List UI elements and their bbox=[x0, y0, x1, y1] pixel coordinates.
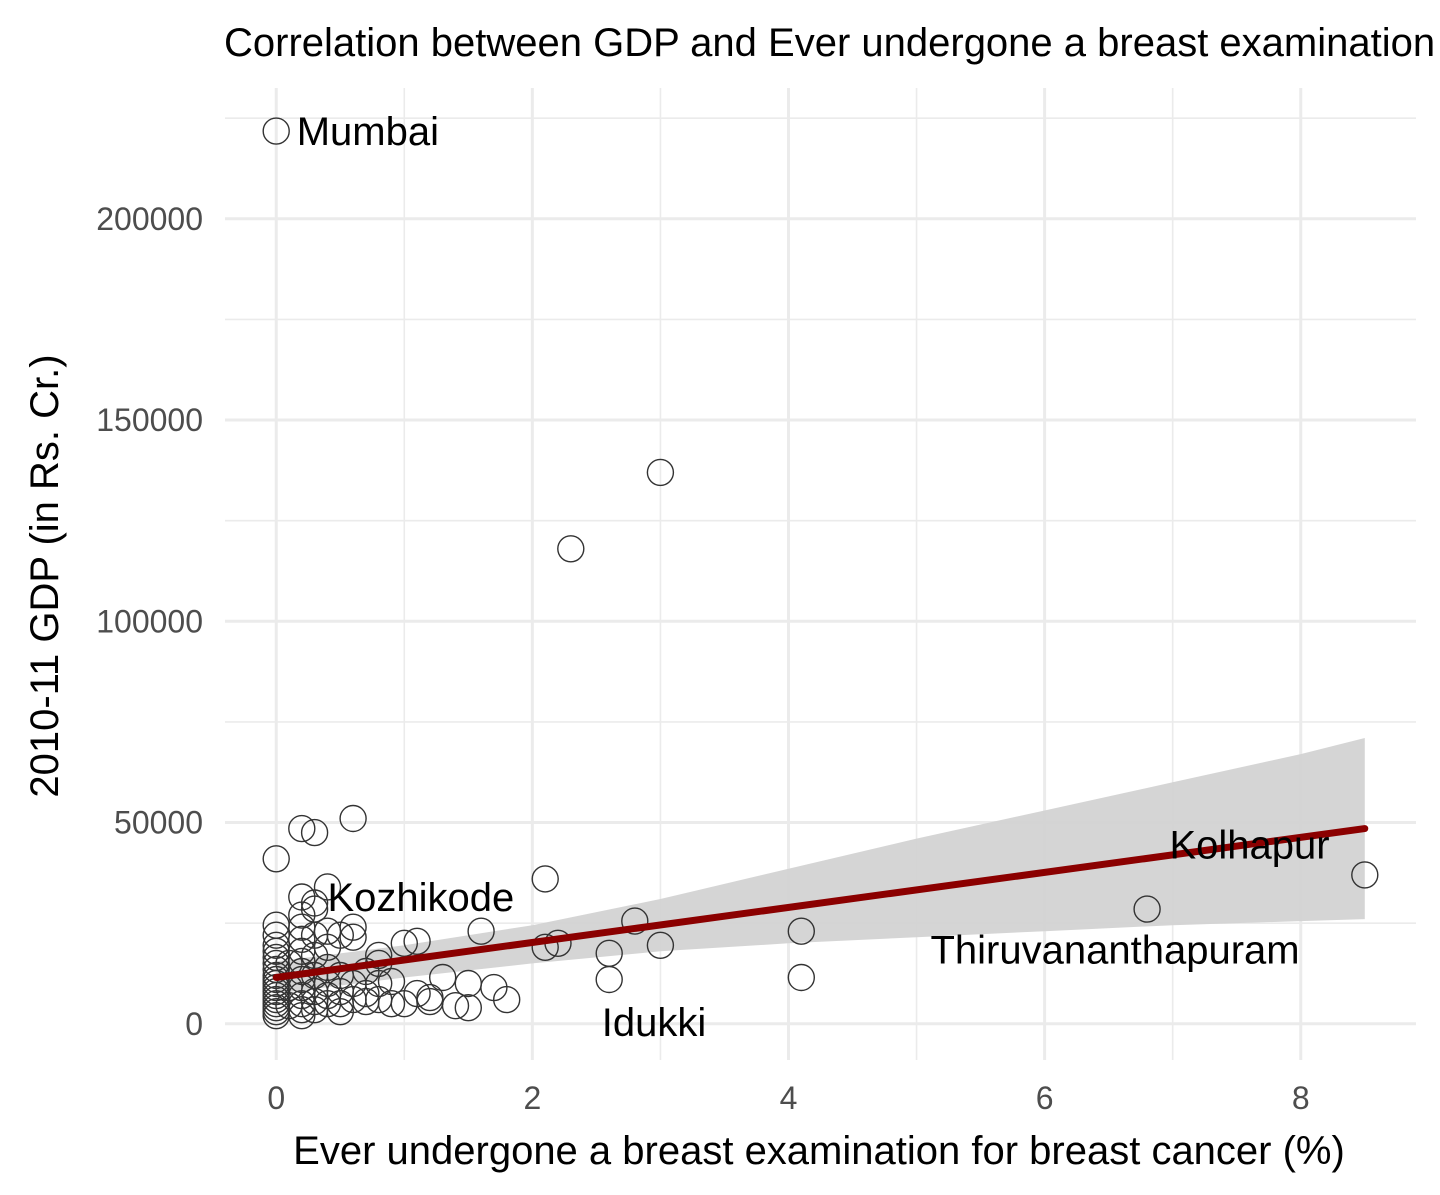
x-tick-label: 2 bbox=[523, 1080, 541, 1116]
point-label: Thiruvananthapuram bbox=[930, 928, 1299, 972]
data-point bbox=[441, 992, 470, 1020]
confidence-band bbox=[276, 738, 1365, 994]
point-label: Idukki bbox=[602, 1001, 707, 1045]
data-points bbox=[262, 117, 1379, 1030]
point-label: Kozhikode bbox=[327, 876, 514, 920]
data-point bbox=[621, 907, 649, 935]
data-point bbox=[595, 965, 623, 994]
chart-title: Correlation between GDP and Ever undergo… bbox=[224, 21, 1435, 65]
data-point bbox=[365, 969, 393, 998]
trend-line-segment bbox=[272, 825, 1369, 981]
data-point bbox=[531, 933, 559, 961]
data-point bbox=[454, 969, 482, 998]
data-point bbox=[646, 458, 675, 487]
x-axis-ticks: 0 2 4 6 8 bbox=[267, 1080, 1309, 1116]
data-point bbox=[288, 996, 316, 1024]
data-point bbox=[467, 917, 495, 945]
data-point bbox=[390, 929, 418, 957]
data-point bbox=[557, 535, 585, 563]
y-tick-label: 150000 bbox=[96, 402, 203, 438]
data-point bbox=[493, 985, 521, 1014]
y-axis-title: 2010-11 GDP (in Rs. Cr.) bbox=[23, 354, 67, 797]
data-point bbox=[313, 873, 342, 901]
x-tick-label: 8 bbox=[1292, 1080, 1310, 1116]
data-point bbox=[454, 994, 482, 1022]
data-point bbox=[262, 117, 290, 145]
data-point bbox=[646, 931, 675, 959]
y-tick-label: 0 bbox=[185, 1006, 203, 1042]
x-tick-label: 0 bbox=[267, 1080, 285, 1116]
data-point bbox=[377, 990, 406, 1018]
data-point bbox=[531, 865, 559, 893]
data-point bbox=[339, 804, 367, 833]
data-point bbox=[1351, 861, 1379, 889]
point-labels: Mumbai Kozhikode Idukki Thiruvananthapuram K… bbox=[297, 110, 1330, 1045]
data-point bbox=[377, 967, 406, 996]
y-tick-label: 50000 bbox=[114, 805, 203, 841]
data-point bbox=[300, 818, 329, 847]
data-point bbox=[429, 963, 457, 992]
data-point bbox=[262, 931, 290, 959]
point-label: Mumbai bbox=[297, 110, 439, 154]
data-point bbox=[787, 917, 815, 945]
data-point bbox=[787, 963, 815, 992]
trend-line bbox=[272, 825, 1369, 981]
data-point bbox=[262, 845, 290, 873]
data-point bbox=[288, 814, 316, 843]
y-tick-label: 100000 bbox=[96, 603, 203, 639]
point-label: Kolhapur bbox=[1169, 824, 1329, 868]
data-point bbox=[326, 921, 354, 949]
y-axis-ticks: 0 50000 100000 150000 200000 bbox=[96, 201, 203, 1042]
data-point bbox=[339, 923, 367, 951]
data-point bbox=[365, 941, 393, 970]
data-point bbox=[1133, 895, 1161, 923]
data-point bbox=[403, 927, 431, 955]
x-tick-label: 6 bbox=[1036, 1080, 1054, 1116]
x-tick-label: 4 bbox=[780, 1080, 798, 1116]
confidence-band-area bbox=[276, 738, 1365, 994]
y-tick-label: 200000 bbox=[96, 201, 203, 237]
x-axis-title: Ever undergone a breast examination for … bbox=[293, 1129, 1345, 1173]
data-point bbox=[403, 979, 431, 1008]
data-point bbox=[339, 913, 367, 941]
